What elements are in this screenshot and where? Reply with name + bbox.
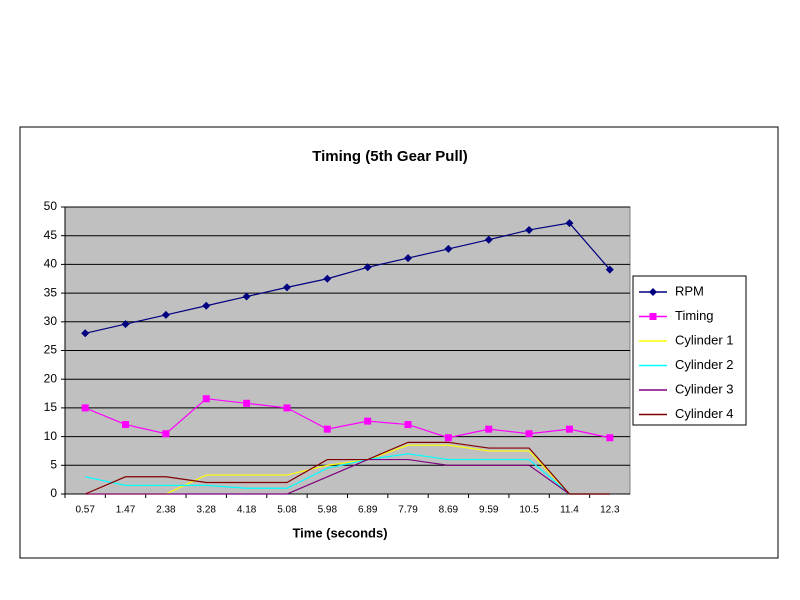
marker [363, 263, 372, 272]
x-tick-label: 7.79 [398, 505, 418, 516]
marker [323, 274, 332, 283]
marker [122, 421, 130, 429]
chart-title: Timing (5th Gear Pull) [312, 148, 468, 165]
marker [121, 320, 130, 329]
marker [283, 404, 291, 412]
marker [81, 329, 90, 338]
x-tick-label: 5.08 [277, 505, 297, 516]
x-tick-label: 3.28 [197, 505, 217, 516]
y-tick-label: 5 [50, 457, 57, 471]
x-axis-title: Time (seconds) [292, 525, 387, 540]
marker [525, 430, 533, 438]
marker [525, 225, 534, 234]
marker [484, 235, 493, 244]
legend-label: RPM [675, 283, 704, 298]
series-line [84, 398, 610, 439]
legend-label: Cylinder 3 [675, 381, 734, 396]
series-line [85, 222, 611, 334]
x-tick-label: 9.59 [479, 505, 499, 516]
marker [242, 292, 251, 301]
x-tick-label: 12.3 [600, 505, 620, 516]
series-line [85, 444, 610, 495]
y-tick-label: 45 [44, 228, 58, 242]
x-tick-label: 1.47 [116, 505, 136, 516]
legend-marker [649, 313, 657, 320]
marker [161, 310, 170, 319]
x-tick-label: 2.38 [156, 505, 176, 516]
marker [202, 301, 211, 310]
marker [444, 244, 453, 253]
marker [162, 430, 170, 438]
marker [605, 265, 614, 274]
legend-label: Timing [675, 308, 714, 323]
marker [202, 395, 210, 403]
series-line [85, 453, 610, 495]
x-tick-label: 5.98 [318, 505, 338, 516]
marker [243, 399, 251, 407]
legend-label: Cylinder 1 [675, 332, 734, 347]
y-tick-label: 30 [44, 314, 58, 328]
x-tick-label: 11.4 [560, 505, 579, 516]
y-tick-label: 35 [44, 285, 58, 299]
x-tick-label: 8.69 [439, 505, 459, 516]
x-tick-label: 10.5 [519, 505, 539, 516]
marker [404, 254, 413, 263]
series-line [84, 441, 610, 495]
marker [485, 425, 493, 433]
legend-label: Cylinder 4 [675, 406, 734, 421]
y-tick-label: 10 [44, 429, 58, 443]
marker [404, 421, 412, 429]
marker [282, 283, 291, 292]
marker [606, 434, 614, 442]
x-tick-label: 0.57 [75, 505, 95, 516]
legend-label: Cylinder 2 [675, 357, 734, 372]
legend-box [632, 275, 747, 426]
marker [565, 219, 574, 228]
marker [323, 425, 331, 433]
series-line [85, 458, 610, 495]
y-tick-label: 15 [44, 400, 58, 414]
y-tick-label: 40 [44, 257, 58, 271]
y-tick-label: 20 [44, 371, 58, 385]
x-tick-label: 4.18 [237, 505, 257, 516]
marker [565, 425, 573, 433]
y-tick-label: 0 [50, 486, 57, 500]
marker [364, 417, 372, 425]
y-tick-label: 50 [44, 199, 58, 213]
marker [444, 434, 452, 442]
marker [81, 404, 89, 412]
y-tick-label: 25 [44, 343, 58, 357]
x-tick-label: 6.89 [358, 505, 378, 516]
legend-marker [649, 288, 657, 296]
